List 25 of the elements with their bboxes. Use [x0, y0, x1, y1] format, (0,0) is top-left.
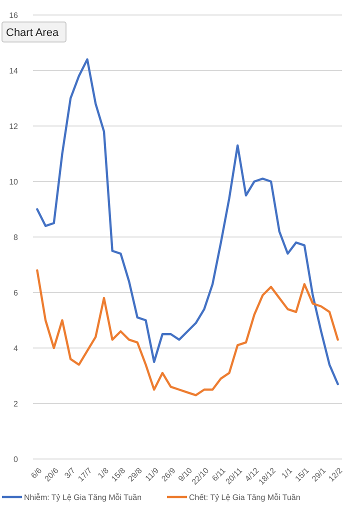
y-tick-label: 8	[14, 232, 19, 242]
y-tick-label: 10	[9, 177, 19, 186]
x-tick-label: 15/1	[293, 466, 312, 484]
y-tick-label: 16	[9, 10, 19, 20]
y-tick-label: 14	[9, 66, 19, 76]
legend-label: Chết: Tỷ Lệ Gia Tăng Mỗi Tuần	[189, 492, 300, 502]
line-series	[36, 58, 339, 386]
y-tick-label: 2	[14, 399, 19, 408]
y-tick-label: 4	[14, 344, 19, 353]
x-tick-label: 12/2	[326, 466, 345, 484]
x-tick-label: 11/9	[144, 466, 161, 483]
line-series	[36, 269, 339, 396]
x-tick-label: 29/1	[310, 466, 328, 484]
x-tick-label: 1/8	[96, 466, 111, 480]
x-tick-label: 6/11	[210, 466, 228, 483]
y-tick-label: 12	[9, 122, 19, 131]
annotation: Chart Area	[6, 26, 60, 39]
x-tick-label: 15/8	[110, 466, 128, 484]
y-tick-label: 6	[14, 288, 19, 298]
x-tick-label: 6/6	[29, 466, 44, 480]
x-tick-label: 26/9	[160, 466, 178, 484]
legend-label: Nhiễm: Tỷ Lệ Gia Tăng Mỗi Tuần	[24, 492, 142, 502]
y-tick-label: 0	[14, 454, 19, 464]
x-tick-label: 1/1	[280, 466, 294, 480]
x-tick-label: 3/7	[62, 466, 78, 480]
